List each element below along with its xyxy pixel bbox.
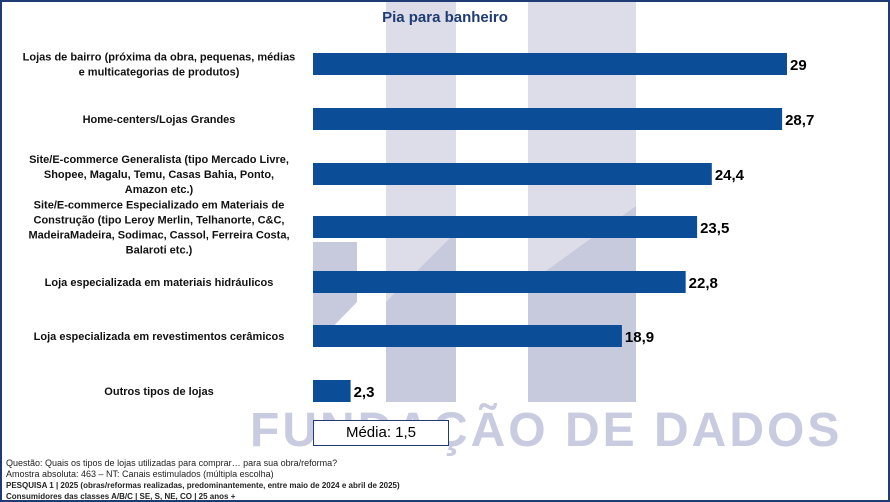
footer-question: Questão: Quais os tipos de lojas utiliza… — [6, 458, 338, 468]
bars-layer — [313, 53, 787, 402]
footer-consumers: Consumidores das classes A/B/C | SE, S, … — [6, 492, 236, 501]
category-label: Loja especializada em revestimentos cerâ… — [34, 331, 285, 343]
category-labels: Lojas de bairro (próxima da obra, pequen… — [23, 52, 296, 399]
bar-value-label: 29 — [790, 57, 807, 74]
value-labels: 29 28,7 24,4 23,5 22,8 18,9 2,3 — [354, 57, 815, 401]
category-label: Lojas de bairro (próxima da obra, pequen… — [23, 52, 296, 79]
category-label: Outros tipos de lojas — [104, 386, 213, 398]
bar-value-label: 24,4 — [715, 167, 745, 184]
footer-survey: PESQUISA 1 | 2025 (obras/reformas realiz… — [6, 481, 400, 490]
category-label: Home-centers/Lojas Grandes — [83, 114, 236, 126]
bar — [313, 216, 698, 238]
category-label: Site/E-commerce Generalista (tipo Mercad… — [29, 154, 289, 196]
bar — [313, 108, 783, 130]
bar-value-label: 28,7 — [785, 112, 814, 129]
footer-sample: Amostra absoluta: 463 – NT: Canais estim… — [6, 469, 274, 479]
category-label: Site/E-commerce Especializado em Materia… — [28, 200, 289, 257]
bar — [313, 53, 787, 75]
bar — [313, 163, 712, 185]
bar-value-label: 22,8 — [689, 275, 718, 292]
chart-title: Pia para banheiro — [382, 9, 508, 26]
bar-value-label: 2,3 — [354, 384, 375, 401]
category-label: Loja especializada em materiais hidráuli… — [45, 277, 274, 289]
bar — [313, 380, 351, 402]
bar-value-label: 18,9 — [625, 329, 654, 346]
bar — [313, 271, 686, 293]
bar-value-label: 23,5 — [700, 220, 729, 237]
bar — [313, 325, 622, 347]
footer-notes: Questão: Quais os tipos de lojas utiliza… — [6, 458, 400, 501]
media-label: Média: 1,5 — [313, 420, 449, 446]
